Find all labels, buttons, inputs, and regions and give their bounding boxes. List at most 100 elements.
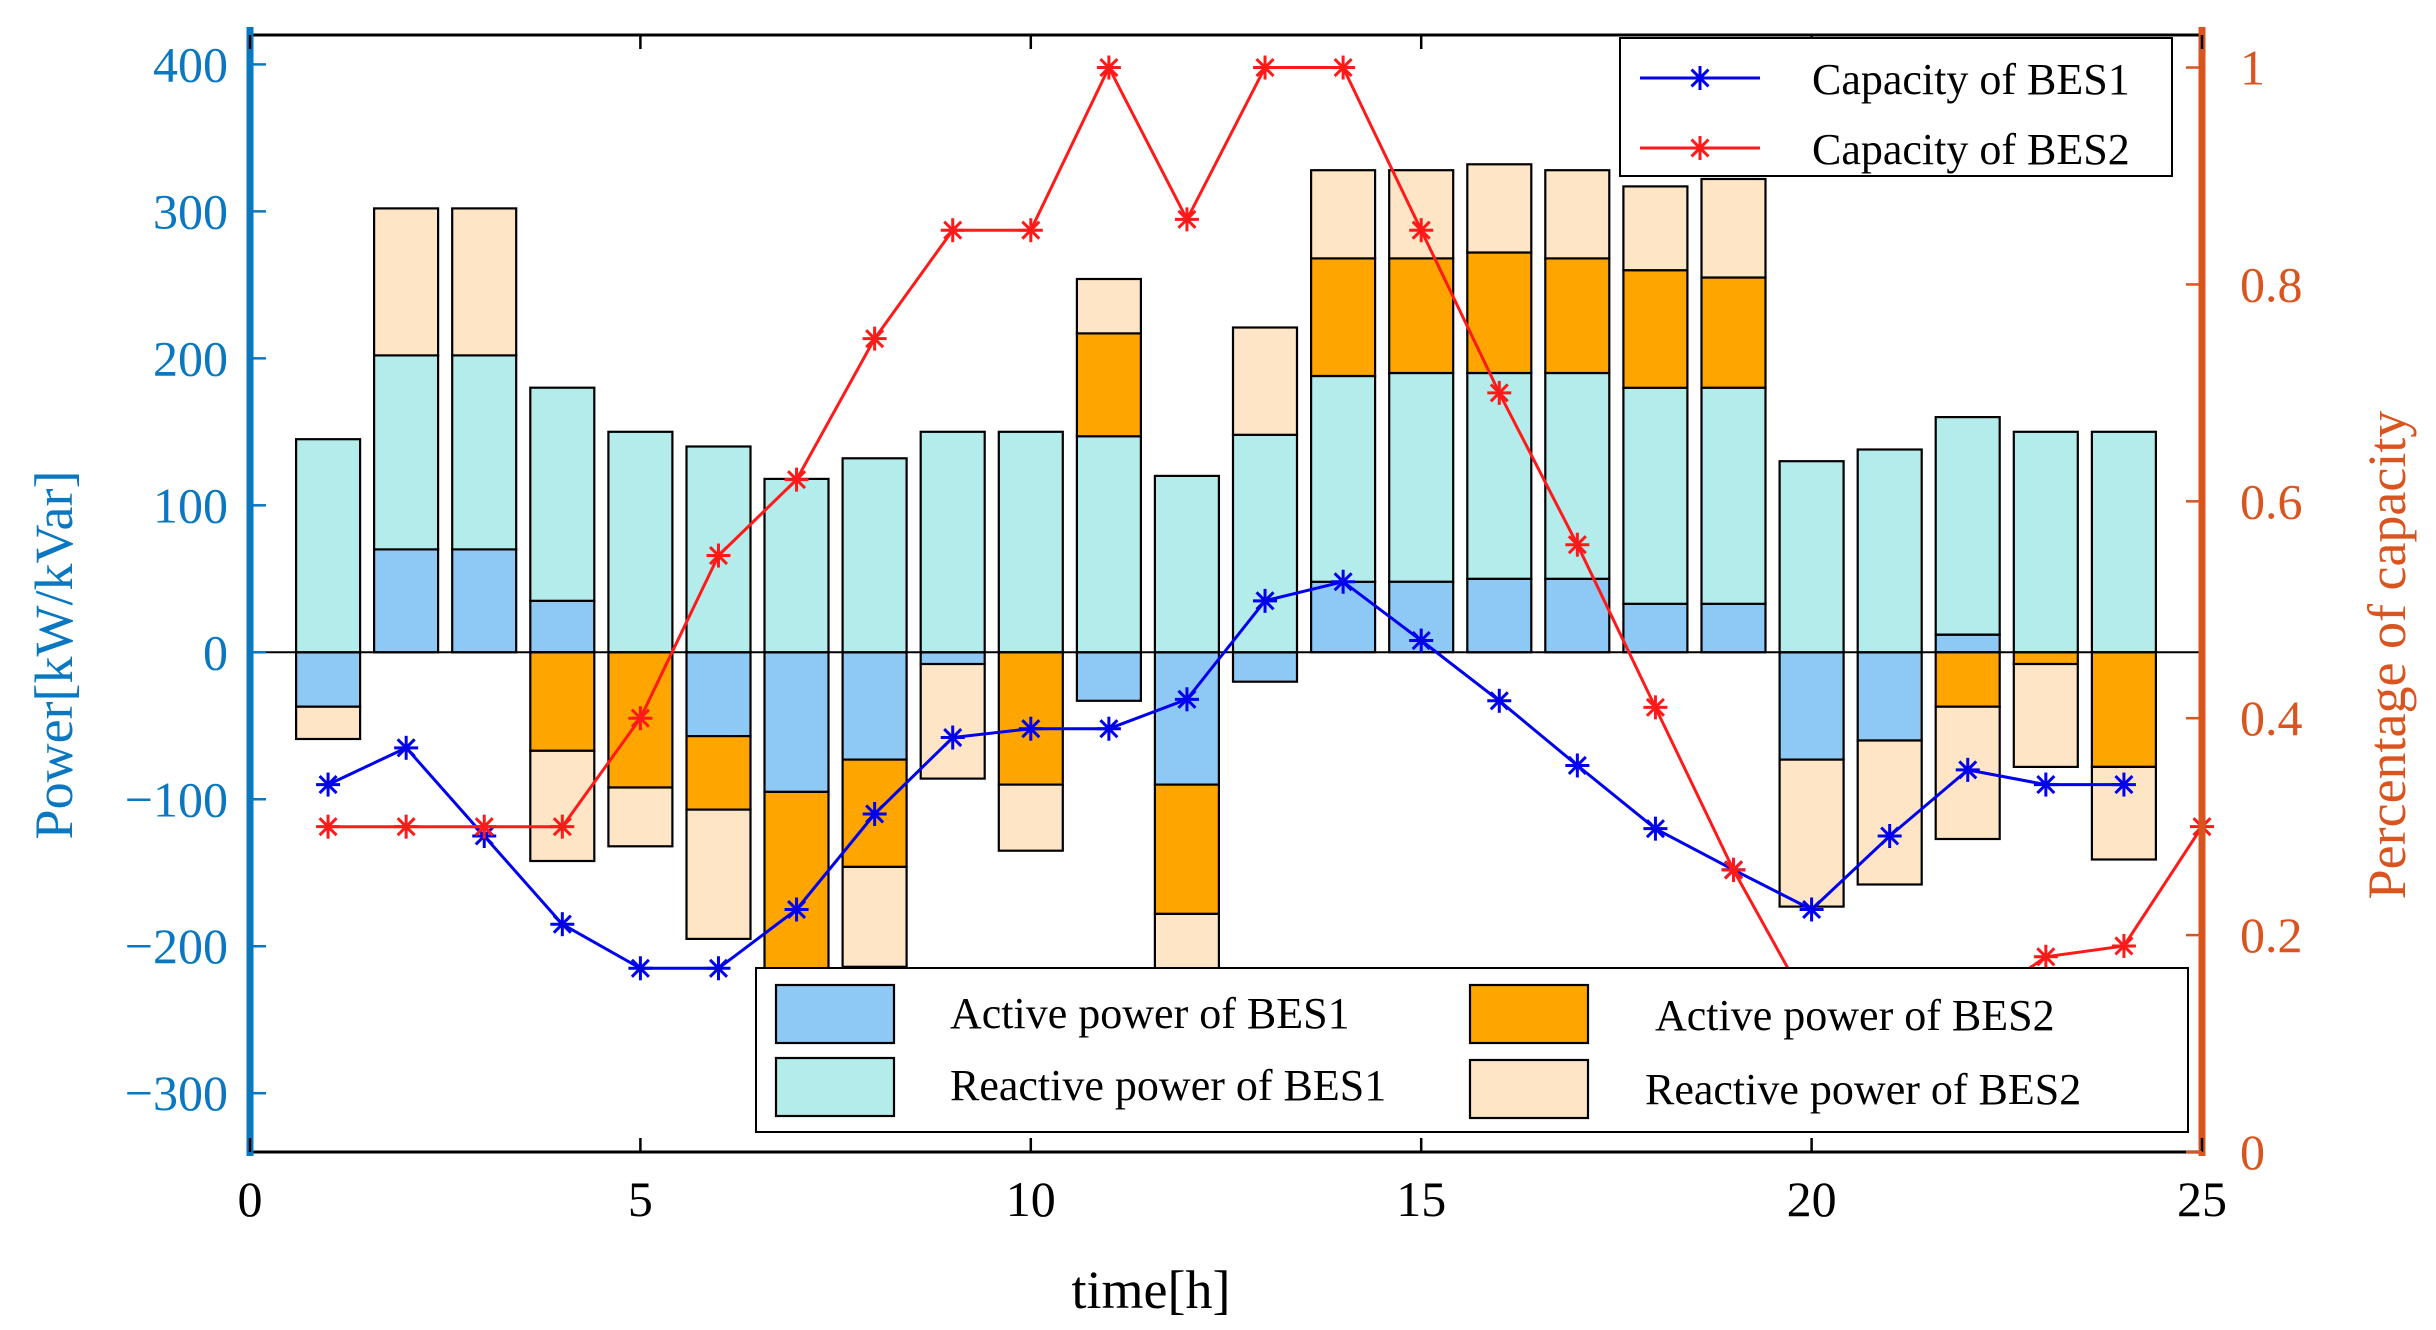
- bar-s3-h1: [295, 705, 362, 741]
- marker-s1-5: [628, 706, 653, 731]
- marker-s1-23: [2033, 944, 2058, 969]
- legend-capacity-marker-0: [1688, 66, 1712, 90]
- bar-s2-h23: [2012, 651, 2079, 666]
- bar-s3-h9: [919, 662, 986, 780]
- marker-s1-24: [2111, 933, 2136, 958]
- bar-s3-h2: [373, 207, 440, 357]
- bar-s2-h12: [1153, 783, 1221, 915]
- bar-s2-h24: [2090, 651, 2157, 768]
- y-right-tick-label-0: 0: [2240, 1124, 2265, 1180]
- y-left-tick-label--200: −200: [125, 918, 228, 974]
- marker-s1-19: [1721, 858, 1746, 883]
- bar-s1-h8: [841, 457, 908, 654]
- bar-s2-h16: [1466, 251, 1533, 375]
- legend-capacity: Capacity of BES1 Capacity of BES2: [1619, 37, 2173, 177]
- bar-s0-h13: [1231, 651, 1299, 683]
- bar-s2-h22: [1934, 651, 2001, 708]
- bar-s2-h11: [1075, 332, 1143, 438]
- x-tick-label-15: 15: [1396, 1171, 1446, 1227]
- plot-frame: [246, 27, 2206, 1156]
- marker-s0-5: [628, 956, 653, 981]
- marker-s1-11: [1096, 55, 1121, 80]
- marker-s1-1: [316, 814, 341, 839]
- bar-s3-h3: [451, 207, 518, 357]
- y-left-tick-label-100: 100: [153, 477, 228, 533]
- bar-s1-h20: [1778, 460, 1845, 654]
- legend-capacity-box: [1619, 37, 2173, 177]
- y-right-tick-label-0.2: 0.2: [2240, 907, 2303, 963]
- y-right-tick-label-1: 1: [2240, 40, 2265, 96]
- legend-power-swatch-1: [774, 1056, 896, 1118]
- x-tick-label-5: 5: [628, 1171, 653, 1227]
- bar-s3-h8: [841, 865, 908, 968]
- line-series-0: [327, 580, 2124, 970]
- marker-s1-13: [1253, 55, 1278, 80]
- bar-s2-h17: [1544, 257, 1611, 375]
- marker-s1-10: [1018, 218, 1043, 243]
- marker-s0-2: [394, 735, 419, 760]
- legend-power-label-0: Active power of BES1: [950, 989, 1350, 1038]
- bars-layer: [295, 163, 2157, 1036]
- marker-s0-24: [2111, 772, 2136, 797]
- bar-s1-h21: [1856, 448, 1923, 654]
- x-tick-label-20: 20: [1787, 1171, 1837, 1227]
- marker-s0-10: [1018, 716, 1043, 741]
- bar-s3-h18: [1622, 185, 1689, 272]
- marker-s1-3: [472, 814, 497, 839]
- marker-s0-8: [862, 801, 887, 826]
- bar-s0-h4: [529, 599, 596, 654]
- bar-s2-h4: [529, 651, 596, 752]
- y-right-tick-label-0.8: 0.8: [2240, 256, 2303, 312]
- legend-power-swatch-3: [1468, 1058, 1590, 1120]
- bar-s3-h14: [1309, 169, 1377, 260]
- legend-power-swatch-2: [1468, 983, 1590, 1045]
- marker-s0-4: [550, 912, 575, 937]
- marker-s1-6: [706, 543, 731, 568]
- y-left-tick-label--300: −300: [125, 1065, 228, 1121]
- y-left-tick-label-200: 200: [153, 330, 228, 386]
- marker-s0-22: [1955, 757, 1980, 782]
- bar-s1-h13: [1231, 433, 1299, 654]
- x-axis-label: time[h]: [1072, 1260, 1231, 1320]
- bar-s0-h1: [295, 651, 362, 708]
- legend-power-label-3: Reactive power of BES2: [1645, 1065, 2081, 1114]
- bar-s0-h8: [841, 651, 908, 761]
- legend-power-label-1: Reactive power of BES1: [950, 1061, 1386, 1110]
- bar-s1-h7: [763, 477, 830, 654]
- bar-s1-h9: [919, 430, 986, 654]
- marker-s1-18: [1643, 695, 1668, 720]
- bar-s3-h4: [529, 749, 596, 863]
- bar-s0-h2: [373, 548, 440, 654]
- bar-s1-h11: [1075, 435, 1143, 654]
- x-tick-label-10: 10: [1006, 1171, 1056, 1227]
- bar-s2-h19: [1700, 276, 1767, 389]
- ticks-layer: 0 5 10 15 20 25 400 300 200 100 0 −100 −200 −300 1 0.8 0…: [125, 35, 2303, 1227]
- bar-s2-h6: [685, 734, 752, 811]
- bar-s0-h22: [1934, 633, 2001, 654]
- bar-s3-h19: [1700, 177, 1767, 279]
- y-axis-label-right: Percentage of capacity: [2357, 411, 2417, 900]
- marker-s0-17: [1565, 753, 1590, 778]
- y-left-tick-label-0: 0: [203, 624, 228, 680]
- x-tick-label-25: 25: [2177, 1171, 2227, 1227]
- bar-s1-h16: [1466, 371, 1533, 580]
- bar-s1-h15: [1388, 371, 1455, 583]
- marker-s1-2: [394, 814, 419, 839]
- bar-s0-h21: [1856, 651, 1923, 742]
- bar-s3-h17: [1544, 169, 1611, 260]
- bar-s0-h7: [763, 651, 830, 793]
- x-tick-label-0: 0: [238, 1171, 263, 1227]
- marker-s0-1: [316, 772, 341, 797]
- bar-s3-h16: [1466, 163, 1533, 254]
- legend-capacity-label-1: Capacity of BES2: [1812, 125, 2130, 174]
- bar-s1-h3: [451, 354, 518, 551]
- bar-s1-h10: [997, 430, 1064, 654]
- marker-s0-23: [2033, 772, 2058, 797]
- bar-s3-h21: [1856, 739, 1923, 886]
- marker-s1-7: [784, 467, 809, 492]
- bar-s2-h7: [763, 790, 830, 980]
- y-left-tick-label-400: 400: [153, 36, 228, 92]
- marker-s0-18: [1643, 816, 1668, 841]
- bar-s0-h11: [1075, 651, 1143, 702]
